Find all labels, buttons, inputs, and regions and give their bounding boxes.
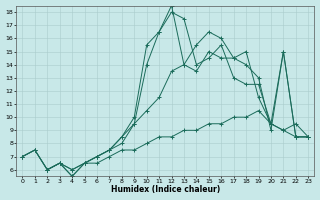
X-axis label: Humidex (Indice chaleur): Humidex (Indice chaleur): [111, 185, 220, 194]
